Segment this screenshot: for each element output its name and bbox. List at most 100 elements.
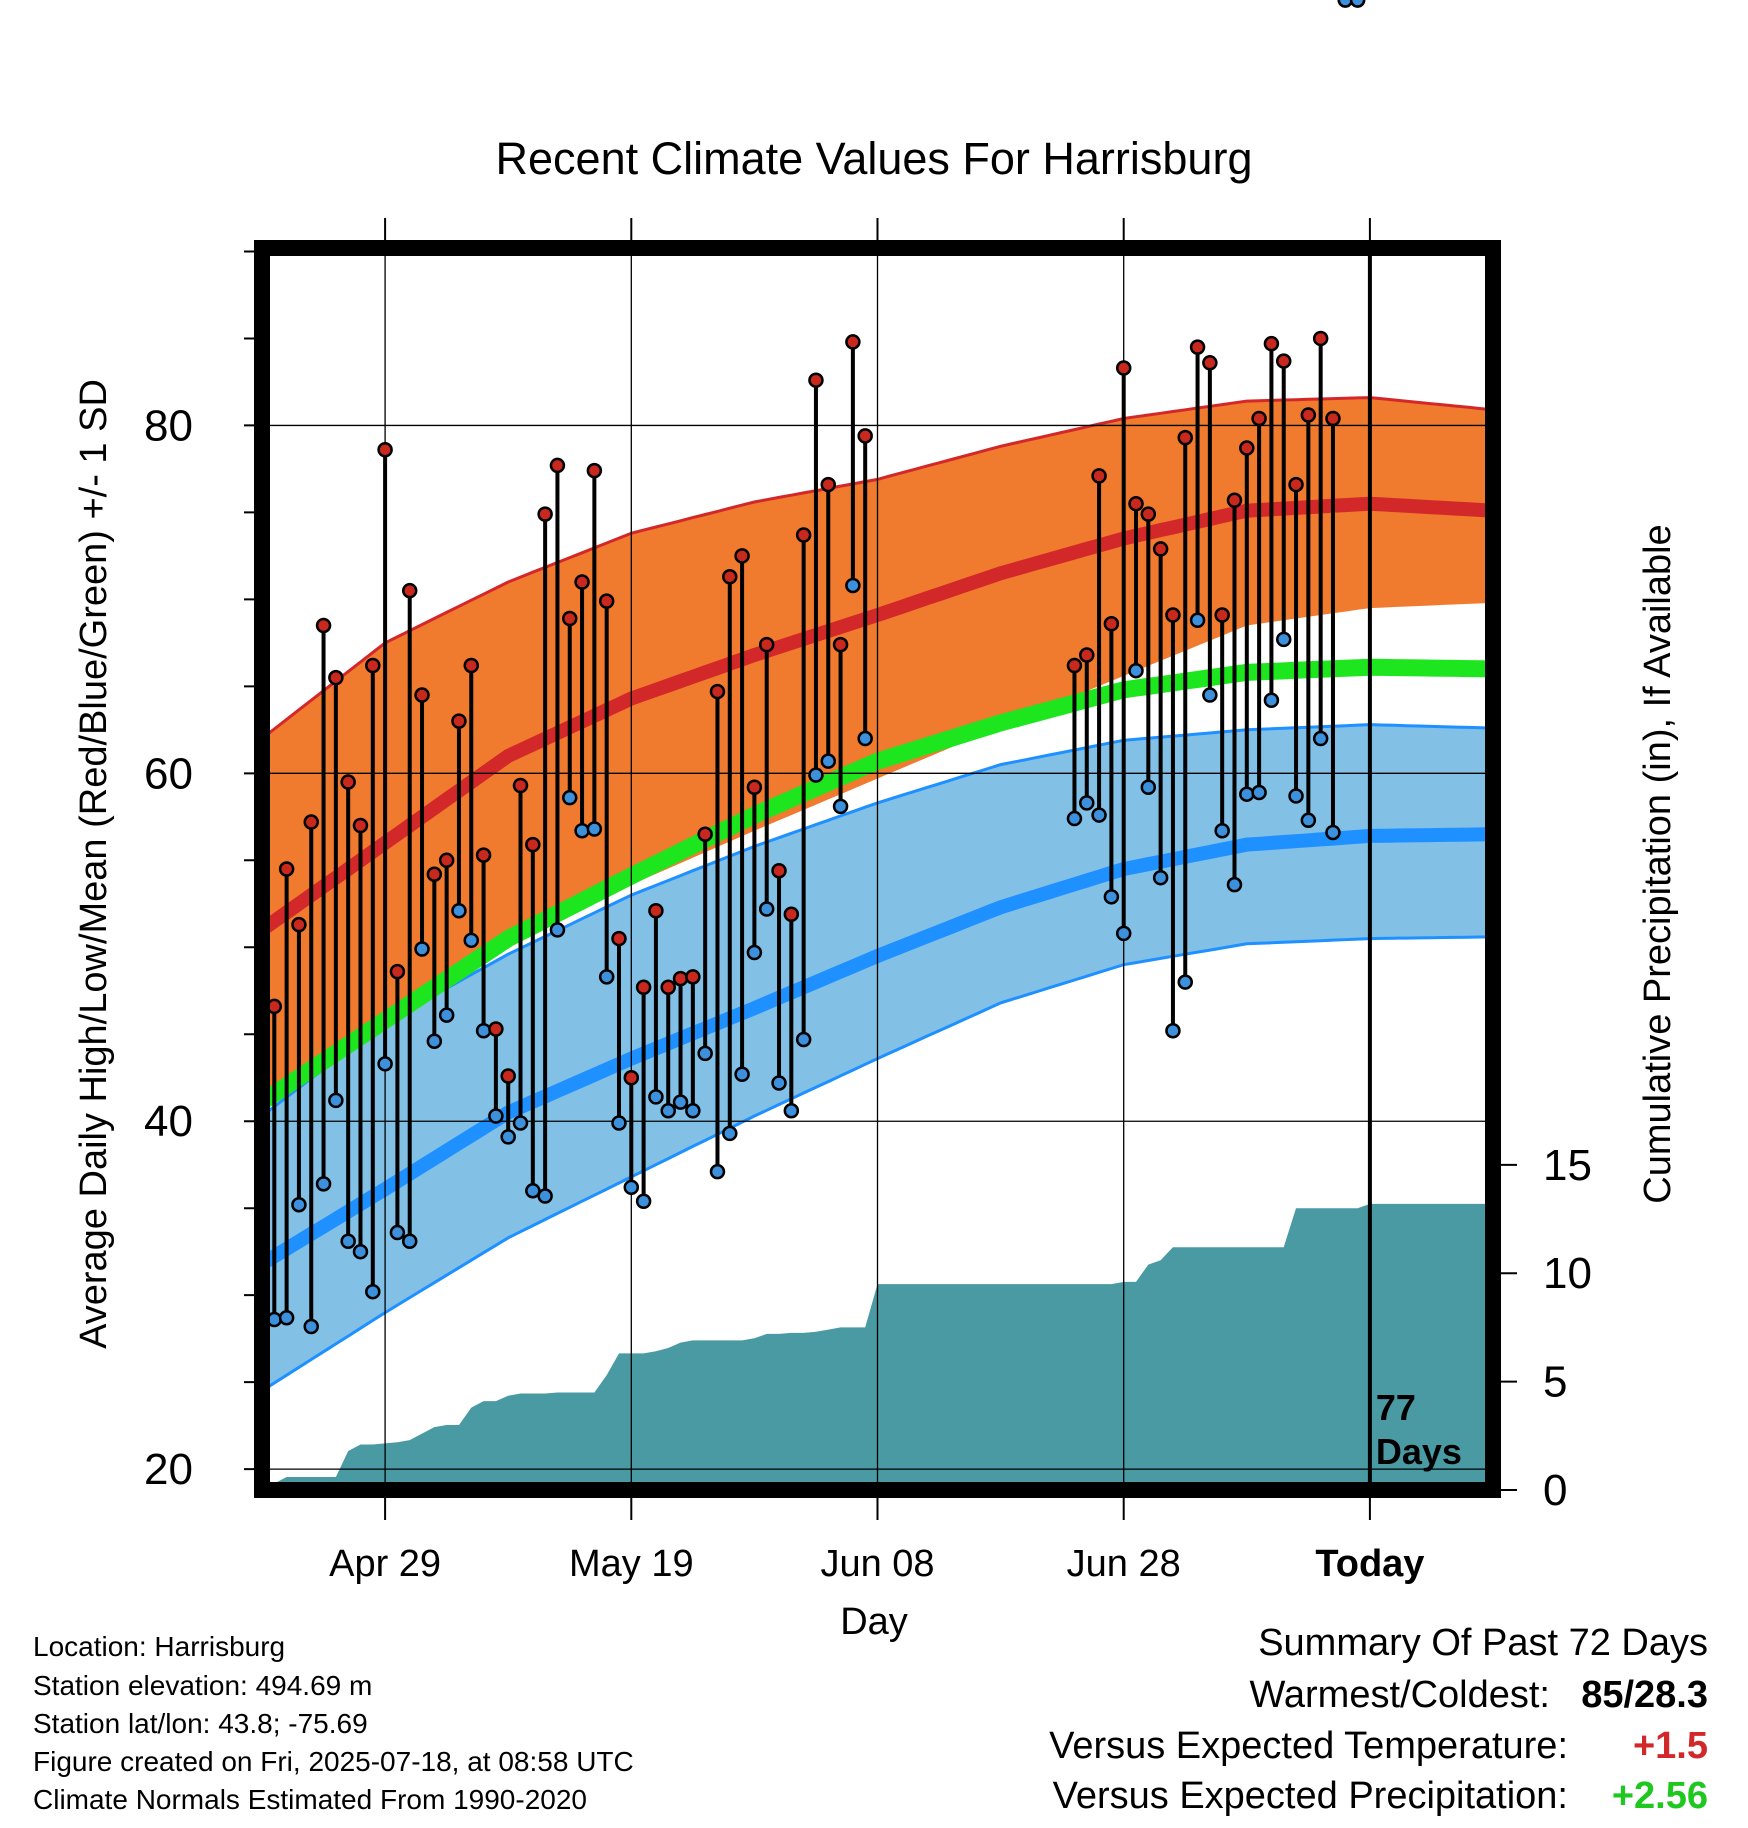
x-tick-label: Jun 28 <box>1067 1543 1181 1585</box>
daily-high-point <box>525 836 541 853</box>
y-tick-label: 40 <box>144 1097 193 1146</box>
daily-high-point <box>1300 407 1317 423</box>
axes: 20 40 60 80 0 5 10 15 Apr 29 May 19 Jun 08 Jun 28 To… <box>144 218 1592 1585</box>
daily-high-point <box>722 569 738 585</box>
daily-high-point <box>1152 541 1169 557</box>
daily-low-point <box>672 1094 689 1110</box>
daily-low-point <box>1226 876 1243 893</box>
daily-high-point <box>438 852 455 869</box>
daily-high-point <box>328 669 344 686</box>
daily-low-point <box>537 1188 553 1204</box>
daily-low-point <box>1066 810 1083 827</box>
daily-low-point <box>414 941 430 957</box>
daily-low-point <box>401 1233 418 1250</box>
daily-low-point <box>795 1031 812 1048</box>
today-days-label: Days <box>1376 1431 1462 1472</box>
daily-high-point <box>1165 607 1181 623</box>
daily-high-point <box>648 902 664 919</box>
daily-low-point <box>365 1283 381 1300</box>
daily-low-point <box>426 1033 443 1049</box>
daily-low-point <box>746 944 763 961</box>
daily-low-point <box>438 1007 455 1023</box>
daily-low-point <box>512 1115 529 1131</box>
daily-low-point <box>1177 974 1193 990</box>
daily-high-point <box>463 657 480 674</box>
daily-high-point <box>315 617 332 634</box>
latlon-text: Station lat/lon: 43.8; -75.69 <box>33 1708 368 1739</box>
daily-high-point <box>278 861 295 877</box>
daily-low-point <box>1251 784 1267 801</box>
precip-value: +2.56 <box>1611 1775 1708 1817</box>
daily-high-point <box>401 582 418 599</box>
daily-high-point <box>808 372 824 388</box>
daily-high-point <box>758 636 775 653</box>
daily-low-point <box>611 1115 627 1131</box>
daily-high-point <box>488 1021 504 1037</box>
daily-high-point <box>352 817 369 834</box>
daily-low-point <box>500 1129 516 1145</box>
daily-high-point <box>709 683 726 700</box>
observations <box>254 0 1366 1335</box>
daily-low-point <box>1103 889 1120 905</box>
daily-low-point <box>549 922 566 938</box>
daily-high-point <box>1275 353 1292 369</box>
y2-axis-label: Cumulative Precipitation (in), If Availa… <box>1637 524 1679 1203</box>
daily-high-point <box>820 476 837 493</box>
daily-low-point <box>1263 692 1280 709</box>
y2-tick-label: 15 <box>1543 1141 1592 1190</box>
daily-low-point <box>463 932 480 949</box>
daily-low-point <box>1325 824 1341 841</box>
daily-high-point <box>389 963 406 980</box>
daily-low-point <box>697 1045 713 1062</box>
daily-high-point <box>574 574 590 590</box>
daily-high-point <box>783 906 800 922</box>
daily-low-point <box>1239 786 1255 802</box>
daily-low-point <box>488 1108 504 1124</box>
daily-high-point <box>1263 335 1280 352</box>
daily-low-point <box>1214 822 1230 839</box>
daily-low-point <box>1140 779 1157 795</box>
daily-low-point <box>623 1179 640 1196</box>
normals-text: Climate Normals Estimated From 1990-2020 <box>33 1784 587 1815</box>
daily-low-point <box>709 1163 726 1180</box>
daily-high-point <box>586 462 603 479</box>
created-text: Figure created on Fri, 2025-07-18, at 08… <box>33 1746 634 1777</box>
daily-high-point <box>832 636 849 653</box>
x-tick-label: Jun 08 <box>820 1543 934 1585</box>
daily-high-point <box>635 979 652 996</box>
daily-high-point <box>500 1068 516 1084</box>
daily-low-point <box>808 767 824 783</box>
y-axis-label: Average Daily High/Low/Mean (Red/Blue/Gr… <box>73 379 115 1349</box>
daily-low-point <box>1202 687 1218 703</box>
daily-low-point <box>832 798 849 815</box>
daily-low-point <box>303 1318 319 1335</box>
daily-low-point <box>635 1193 652 1209</box>
daily-low-point <box>648 1089 664 1105</box>
elevation-text: Station elevation: 494.69 m <box>33 1670 373 1701</box>
daily-high-point <box>303 814 319 830</box>
daily-high-point <box>746 779 763 795</box>
daily-high-point <box>623 1069 640 1086</box>
daily-low-point <box>1337 0 1354 8</box>
daily-low-point <box>1128 662 1144 679</box>
daily-high-point <box>734 548 750 564</box>
warm-cold-label: Warmest/Coldest: <box>1249 1674 1550 1716</box>
daily-high-point <box>1091 468 1107 484</box>
chart-title: Recent Climate Values For Harrisburg <box>496 133 1253 184</box>
location-text: Location: Harrisburg <box>33 1631 286 1662</box>
y-tick-label: 20 <box>144 1445 193 1494</box>
daily-low-point <box>1152 869 1169 886</box>
daily-low-point <box>1288 788 1304 804</box>
daily-low-point <box>352 1243 369 1260</box>
y2-tick-label: 5 <box>1543 1358 1567 1407</box>
daily-low-point <box>771 1075 787 1091</box>
daily-low-point <box>1275 631 1292 648</box>
daily-low-point <box>451 902 467 919</box>
daily-low-point <box>389 1224 406 1241</box>
temp-value: +1.5 <box>1632 1725 1708 1767</box>
daily-low-point <box>475 1023 492 1039</box>
daily-low-point <box>722 1125 738 1142</box>
daily-low-point <box>315 1176 332 1192</box>
daily-high-point <box>845 334 861 350</box>
